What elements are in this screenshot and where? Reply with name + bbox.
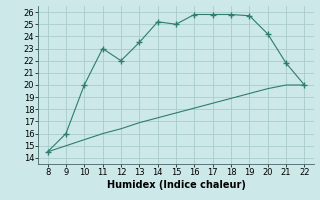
- X-axis label: Humidex (Indice chaleur): Humidex (Indice chaleur): [107, 180, 245, 190]
